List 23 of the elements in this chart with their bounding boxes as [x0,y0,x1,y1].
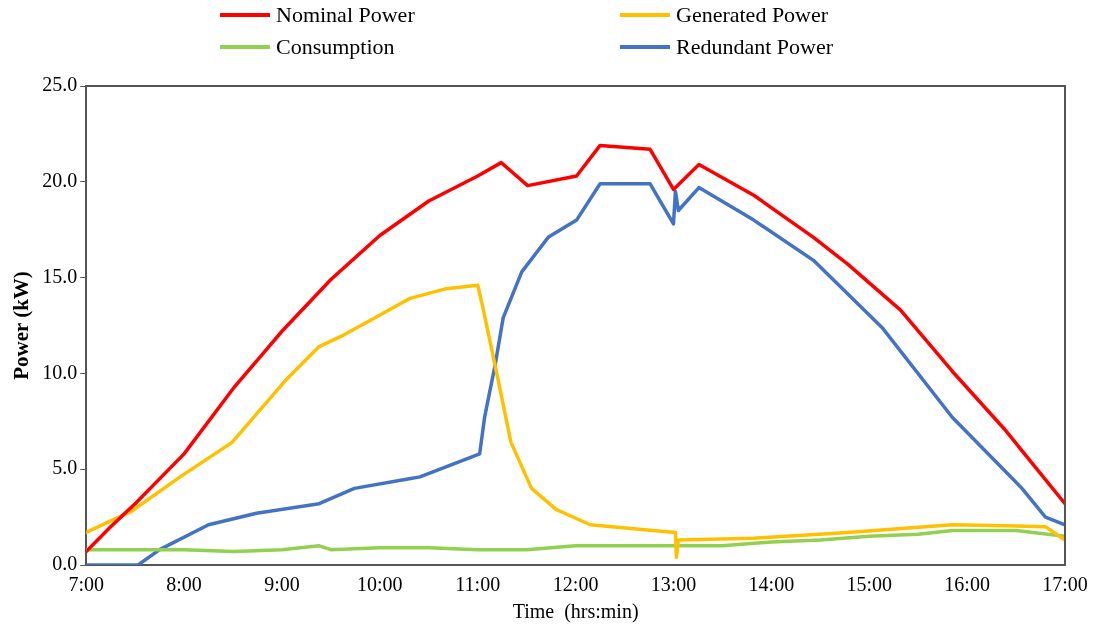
x-tick-label: 10:00 [357,573,403,596]
x-tick-label: 13:00 [650,573,697,596]
legend-label: Generated Power [676,2,829,28]
x-tick-label: 11:00 [455,573,501,596]
legend-label: Redundant Power [676,34,834,60]
x-axis-title: Time (hrs:min) [512,600,639,624]
x-tick-label: 8:00 [166,573,202,596]
x-tick-label: 7:00 [68,573,104,596]
x-tick-label: 12:00 [552,573,599,596]
x-tick-label: 15:00 [846,573,893,596]
y-tick-label: 25.0 [42,73,78,96]
x-tick-label: 17:00 [1042,573,1088,596]
x-tick-label: 9:00 [264,573,300,596]
x-tick-label: 14:00 [748,573,795,596]
y-tick-label: 10.0 [42,360,78,383]
legend-label: Consumption [276,34,395,60]
y-tick-label: 15.0 [42,264,78,287]
legend-label: Nominal Power [276,2,415,28]
y-tick-label: 5.0 [52,456,78,479]
x-tick-label: 16:00 [944,573,990,596]
y-axis-title: Power (kW) [9,271,34,380]
y-tick-label: 0.0 [52,552,78,575]
y-tick-label: 20.0 [42,169,78,192]
